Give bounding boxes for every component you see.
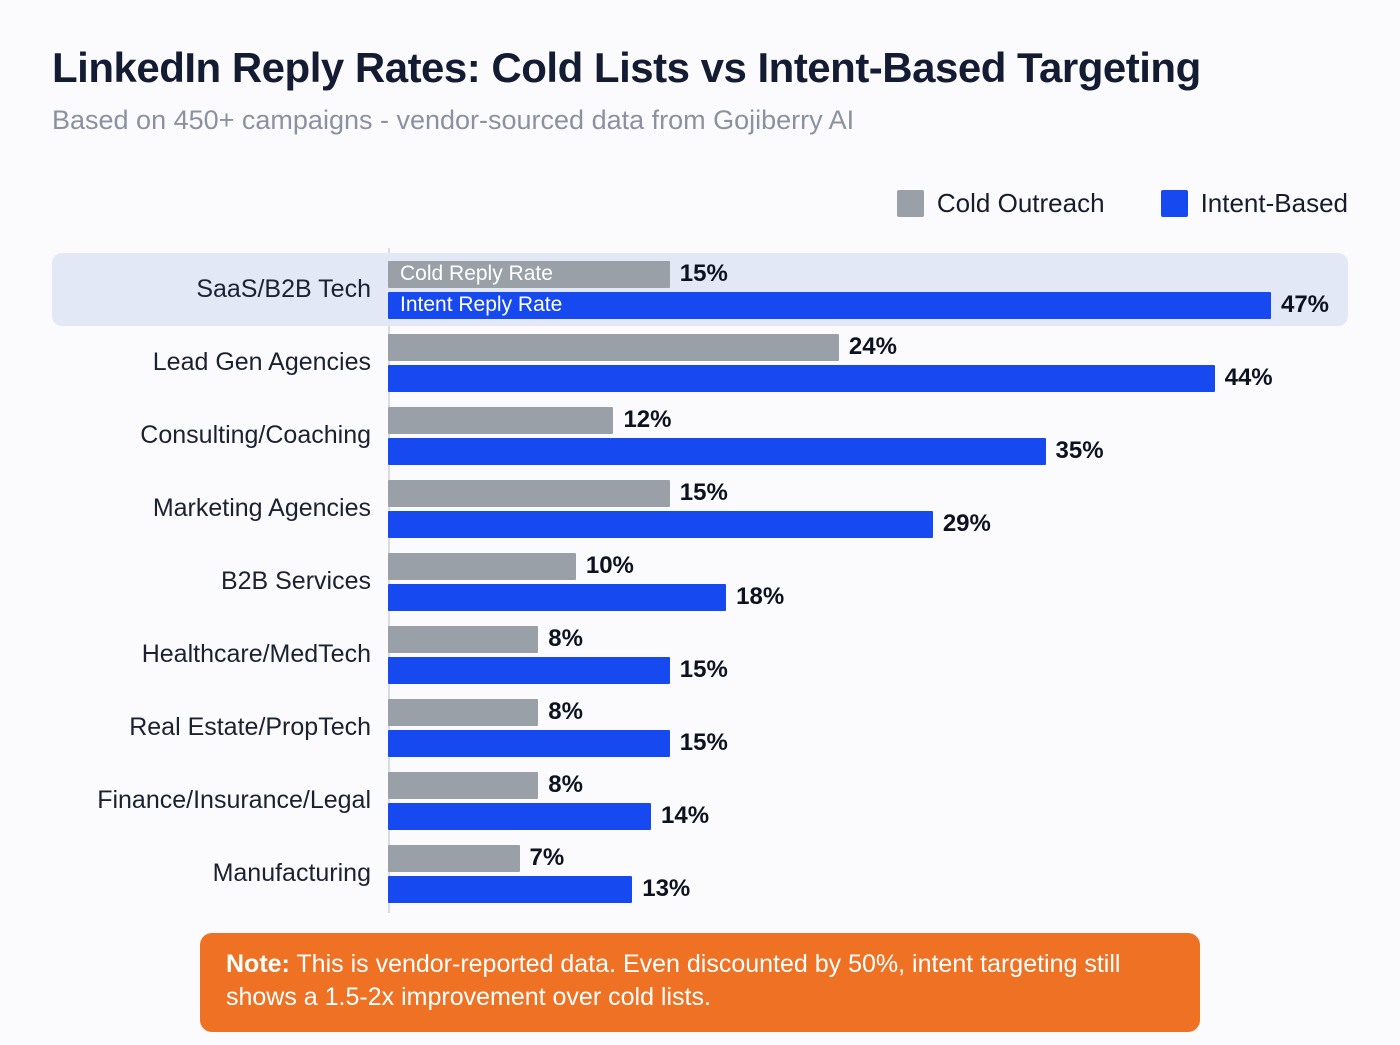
- cold-bar: [388, 552, 576, 580]
- legend-label-intent: Intent-Based: [1200, 188, 1348, 219]
- bar-pair: 10% 18%: [388, 552, 1348, 611]
- category-label: B2B Services: [220, 567, 371, 596]
- intent-bar-line: 15%: [388, 729, 1348, 757]
- cold-bar-line: 8%: [388, 771, 1348, 799]
- category-label: Marketing Agencies: [152, 494, 371, 523]
- legend-item-intent: Intent-Based: [1160, 188, 1348, 219]
- cold-bar-line: 8%: [388, 625, 1348, 653]
- cold-bar-line: 10%: [388, 552, 1348, 580]
- intent-value-label: 44%: [1224, 364, 1273, 392]
- note-text: This is vendor-reported data. Even disco…: [226, 950, 1121, 1012]
- intent-value-label: 35%: [1055, 437, 1104, 465]
- cold-value-label: 8%: [548, 625, 583, 653]
- intent-bar: [388, 364, 1215, 392]
- intent-bar-inline-label: Intent Reply Rate: [400, 293, 563, 317]
- cold-bar: [388, 406, 614, 434]
- intent-value-label: 14%: [661, 802, 710, 830]
- chart-row: Real Estate/PropTech 8% 15%: [52, 691, 1348, 764]
- cold-value-label: 8%: [548, 698, 583, 726]
- intent-value-label: 18%: [736, 583, 785, 611]
- bar-pair: 8% 15%: [388, 698, 1348, 757]
- intent-bar: [388, 656, 670, 684]
- page-title: LinkedIn Reply Rates: Cold Lists vs Inte…: [52, 44, 1201, 91]
- intent-bar-line: 18%: [388, 583, 1348, 611]
- category-label: SaaS/B2B Tech: [196, 275, 371, 304]
- cold-bar-inline-label: Cold Reply Rate: [400, 262, 553, 286]
- cold-value-label: 10%: [585, 552, 634, 580]
- chart-row: Lead Gen Agencies 24% 44%: [52, 326, 1348, 399]
- intent-bar-line: 29%: [388, 510, 1348, 538]
- cold-value-label: 15%: [679, 479, 728, 507]
- chart-row: Healthcare/MedTech 8% 15%: [52, 618, 1348, 691]
- intent-bar: [388, 583, 727, 611]
- cold-value-label: 7%: [529, 844, 565, 872]
- intent-bar-line: 44%: [388, 364, 1348, 392]
- bar-pair: 24% 44%: [388, 333, 1348, 392]
- intent-bar: [388, 437, 1046, 465]
- intent-value-label: 29%: [942, 510, 991, 538]
- category-label: Real Estate/PropTech: [129, 713, 371, 742]
- cold-bar: [388, 625, 539, 653]
- chart-row: SaaS/B2B Tech Cold Reply Rate 15% Intent Re…: [52, 253, 1348, 327]
- intent-bar: [388, 729, 670, 757]
- cold-bar-line: Cold Reply Rate 15%: [388, 260, 1348, 288]
- cold-bar: [388, 479, 670, 507]
- bar-pair: 8% 15%: [388, 625, 1348, 684]
- cold-bar-line: 7%: [388, 844, 1348, 872]
- category-label: Manufacturing: [212, 859, 371, 888]
- cold-value-label: 8%: [548, 771, 583, 799]
- cold-value-label: 12%: [623, 406, 672, 434]
- bar-pair: 12% 35%: [388, 406, 1348, 465]
- intent-bar: [388, 802, 651, 830]
- intent-value-label: 47%: [1280, 291, 1330, 319]
- intent-bar-line: 13%: [388, 875, 1348, 903]
- chart-row: B2B Services 10% 18%: [52, 545, 1348, 618]
- cold-bar: [388, 771, 539, 799]
- intent-bar: [388, 875, 633, 903]
- intent-bar-line: 15%: [388, 656, 1348, 684]
- legend-label-cold: Cold Outreach: [936, 188, 1105, 219]
- cold-value-label: 24%: [848, 333, 897, 361]
- note-prefix: Note:: [226, 950, 290, 979]
- cold-bar: Cold Reply Rate: [388, 260, 670, 288]
- bar-pair: Cold Reply Rate 15% Intent Reply Rate 47%: [388, 260, 1348, 319]
- bar-pair: 7% 13%: [388, 844, 1348, 903]
- chart-row: Manufacturing 7% 13%: [52, 837, 1348, 910]
- category-label: Consulting/Coaching: [140, 421, 371, 450]
- intent-bar-line: 14%: [388, 802, 1348, 830]
- cold-bar: [388, 844, 520, 872]
- category-label: Healthcare/MedTech: [141, 640, 371, 669]
- chart-row: Marketing Agencies 15% 29%: [52, 472, 1348, 545]
- bar-pair: 15% 29%: [388, 479, 1348, 538]
- intent-value-label: 15%: [679, 729, 728, 757]
- note-box: Note: This is vendor-reported data. Even…: [200, 933, 1200, 1032]
- intent-value-label: 13%: [642, 875, 691, 903]
- intent-bar-line: Intent Reply Rate 47%: [388, 291, 1348, 319]
- chart-row: Finance/Insurance/Legal 8% 14%: [52, 764, 1348, 837]
- cold-bar-line: 24%: [388, 333, 1348, 361]
- intent-bar: Intent Reply Rate: [388, 291, 1271, 319]
- cold-bar: [388, 333, 839, 361]
- intent-swatch-icon: [1160, 190, 1188, 218]
- chart-row: Consulting/Coaching 12% 35%: [52, 399, 1348, 472]
- category-label: Lead Gen Agencies: [152, 348, 371, 377]
- cold-swatch-icon: [896, 190, 924, 218]
- page-subtitle: Based on 450+ campaigns - vendor-sourced…: [52, 105, 855, 136]
- cold-bar: [388, 698, 539, 726]
- cold-value-label: 15%: [679, 260, 728, 288]
- bar-pair: 8% 14%: [388, 771, 1348, 830]
- category-label: Finance/Insurance/Legal: [97, 786, 371, 815]
- cold-bar-line: 8%: [388, 698, 1348, 726]
- legend: Cold Outreach Intent-Based: [52, 188, 1348, 219]
- bar-chart: SaaS/B2B Tech Cold Reply Rate 15% Intent Re…: [52, 248, 1348, 914]
- cold-bar-line: 15%: [388, 479, 1348, 507]
- intent-value-label: 15%: [679, 656, 728, 684]
- intent-bar: [388, 510, 933, 538]
- cold-bar-line: 12%: [388, 406, 1348, 434]
- intent-bar-line: 35%: [388, 437, 1348, 465]
- legend-item-cold: Cold Outreach: [896, 188, 1105, 219]
